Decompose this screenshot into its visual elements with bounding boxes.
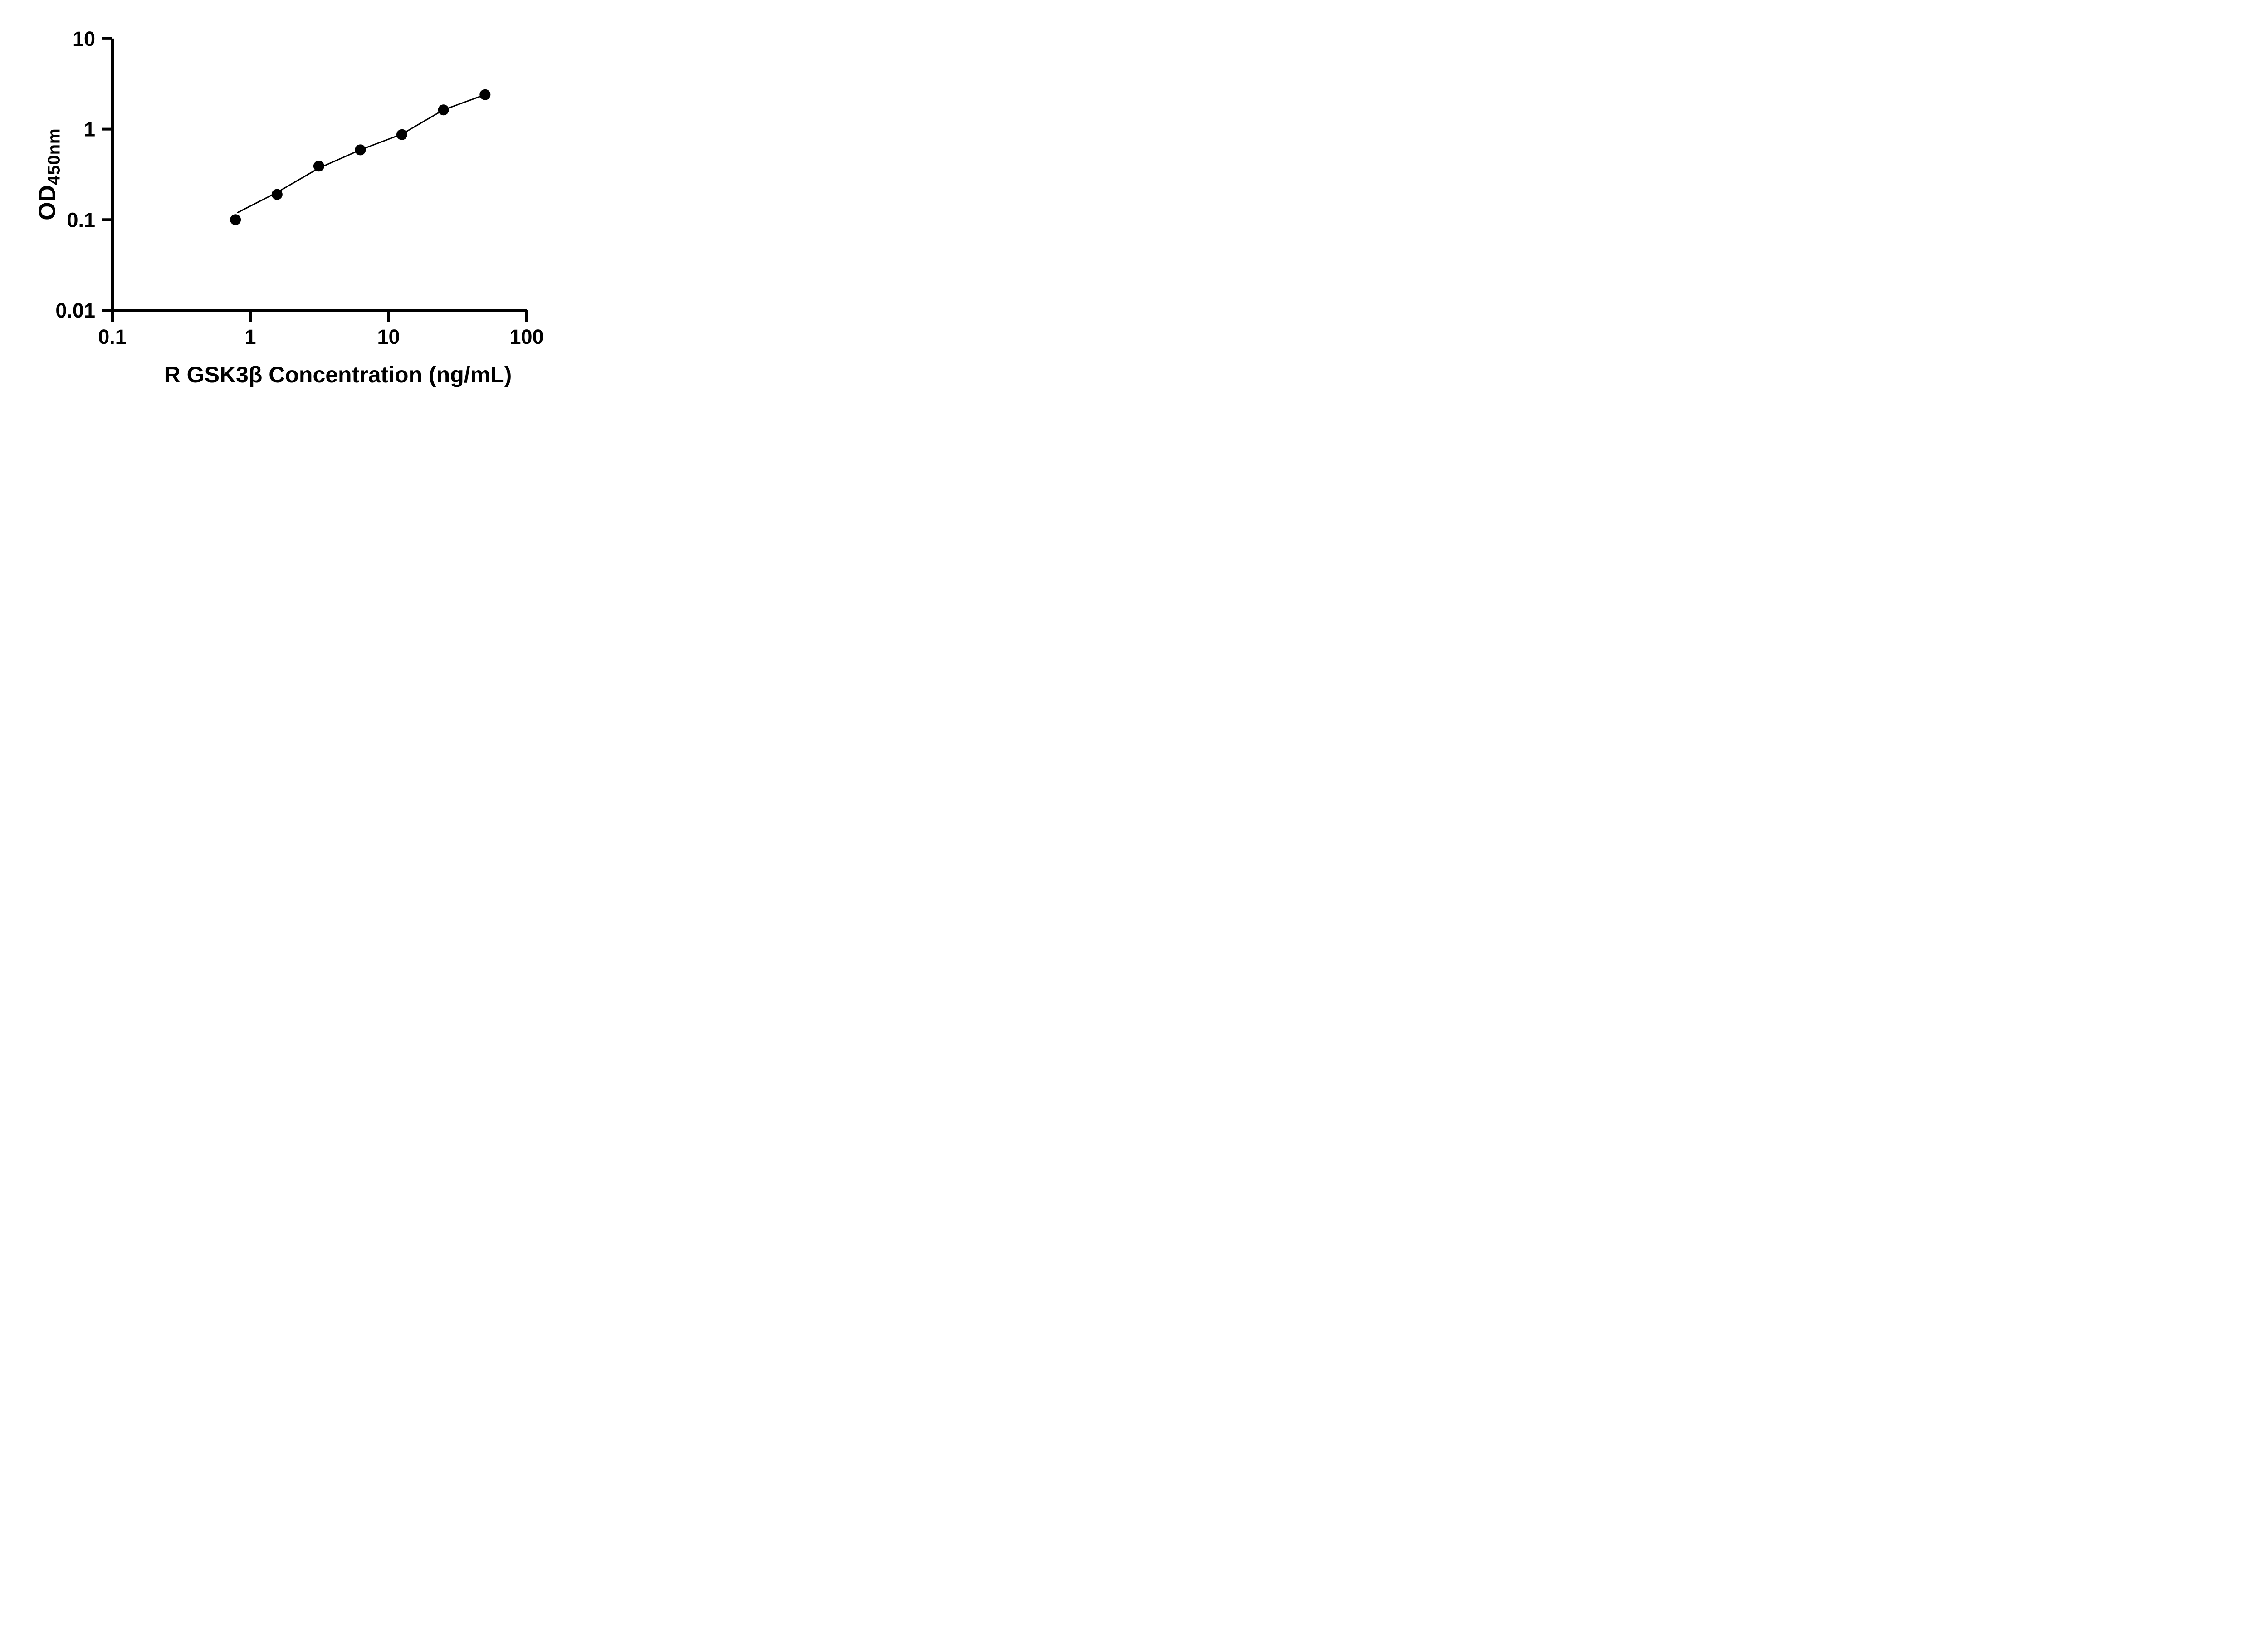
x-tick-label: 0.1 <box>98 325 127 348</box>
y-tick-label: 10 <box>73 27 95 50</box>
data-point <box>313 161 324 172</box>
data-point <box>438 104 449 116</box>
x-tick-label: 100 <box>509 325 543 348</box>
data-point <box>355 144 366 156</box>
x-tick-label: 1 <box>244 325 256 348</box>
y-tick-label: 1 <box>84 118 95 141</box>
data-point <box>271 189 283 200</box>
x-axis-title: R GSK3β Concentration (ng/mL) <box>164 362 512 387</box>
data-point <box>230 214 241 225</box>
y-axis-title-subscript: 450nm <box>44 128 64 185</box>
y-axis-title-main: OD <box>34 185 61 220</box>
data-point <box>396 129 408 140</box>
x-tick-label: 10 <box>377 325 400 348</box>
elisa-standard-curve-chart: 10 1 0.1 0.01 0.1 1 10 100 R GSK3β Concentratio… <box>0 0 583 408</box>
y-axis-title: OD450nm <box>34 128 64 220</box>
y-tick-label: 0.1 <box>67 208 95 231</box>
data-point <box>479 89 491 100</box>
y-tick-label: 0.01 <box>55 299 95 322</box>
